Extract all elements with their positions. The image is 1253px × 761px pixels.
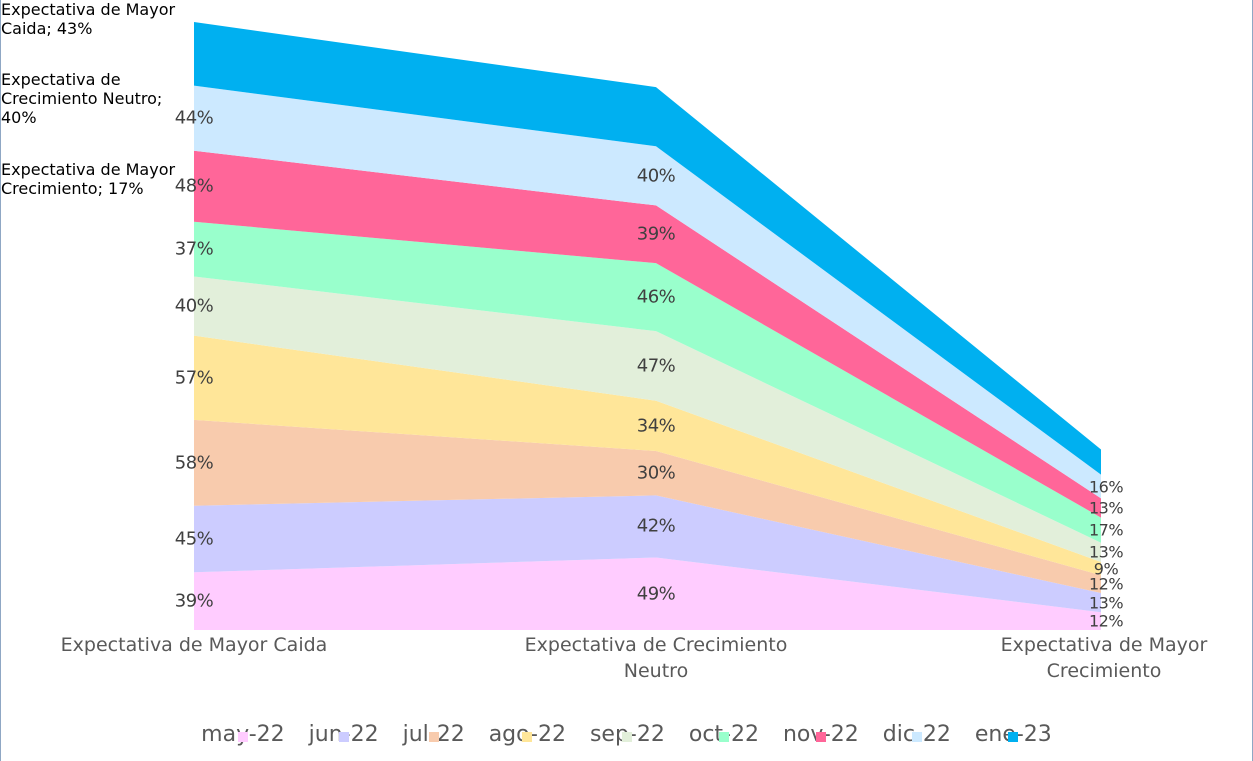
data-label: 12% [1088,611,1124,631]
data-label: 34% [636,415,676,437]
data-label: 17% [1088,520,1124,540]
data-label: 58% [174,452,214,474]
x-tick-label: Expectativa de Mayor Caida [60,634,328,656]
legend-swatch [1008,731,1019,742]
x-tick-label: Expectativa de Mayor Crecimiento [1000,634,1208,682]
data-label: 46% [636,286,676,308]
data-label: 48% [174,175,214,197]
data-label: 13% [1088,498,1124,518]
data-label: 49% [636,583,676,605]
legend: may-22 jun-22 jul-22 ago-22 sep-22 oct-22 nov-… [1,722,1252,747]
callout: Expectativa de Crecimiento Neutro; 40% [1,70,163,127]
data-label: 40% [174,295,214,317]
legend-item: ago-22 [489,722,566,747]
data-label: 9% [1093,559,1119,579]
legend-swatch [815,731,826,742]
data-label: 44% [174,107,214,129]
data-label: 12% [1088,574,1124,594]
data-label: 40% [636,165,676,187]
legend-swatch [522,731,533,742]
legend-item: jun-22 [309,722,379,747]
legend-item: ene-23 [975,722,1052,747]
data-label: 47% [636,355,676,377]
data-label: 16% [1088,477,1124,496]
legend-item: oct-22 [689,722,759,747]
legend-swatch [718,731,729,742]
legend-item: jul-22 [403,722,465,747]
area [194,557,1101,630]
legend-item: nov-22 [783,722,859,747]
area [194,85,1101,499]
data-label: 39% [636,223,676,245]
data-label: 42% [636,515,676,537]
legend-swatch [911,731,922,742]
legend-item: dic-22 [883,722,951,747]
data-label: 13% [1088,593,1124,613]
area [194,22,1101,475]
callout: Expectativa de Mayor Caida; 43% [1,0,176,38]
data-label: 30% [636,462,676,484]
area [194,335,1101,576]
legend-swatch [428,731,439,742]
area [194,419,1101,594]
area [194,276,1101,562]
data-label: 13% [1088,542,1124,562]
x-tick-label: Expectativa de Crecimiento Neutro [524,634,788,682]
area [194,495,1101,613]
area [194,150,1101,518]
legend-swatch [338,731,349,742]
callout: Expectativa de Mayor Crecimiento; 17% [1,160,176,198]
legend-item: sep-22 [590,722,665,747]
data-label: 57% [174,367,214,389]
data-label: 39% [174,590,214,612]
data-label: 37% [174,238,214,260]
data-label: 45% [174,528,214,550]
area [194,221,1101,543]
legend-item: may-22 [201,722,284,747]
legend-swatch [622,731,633,742]
legend-swatch [237,731,248,742]
